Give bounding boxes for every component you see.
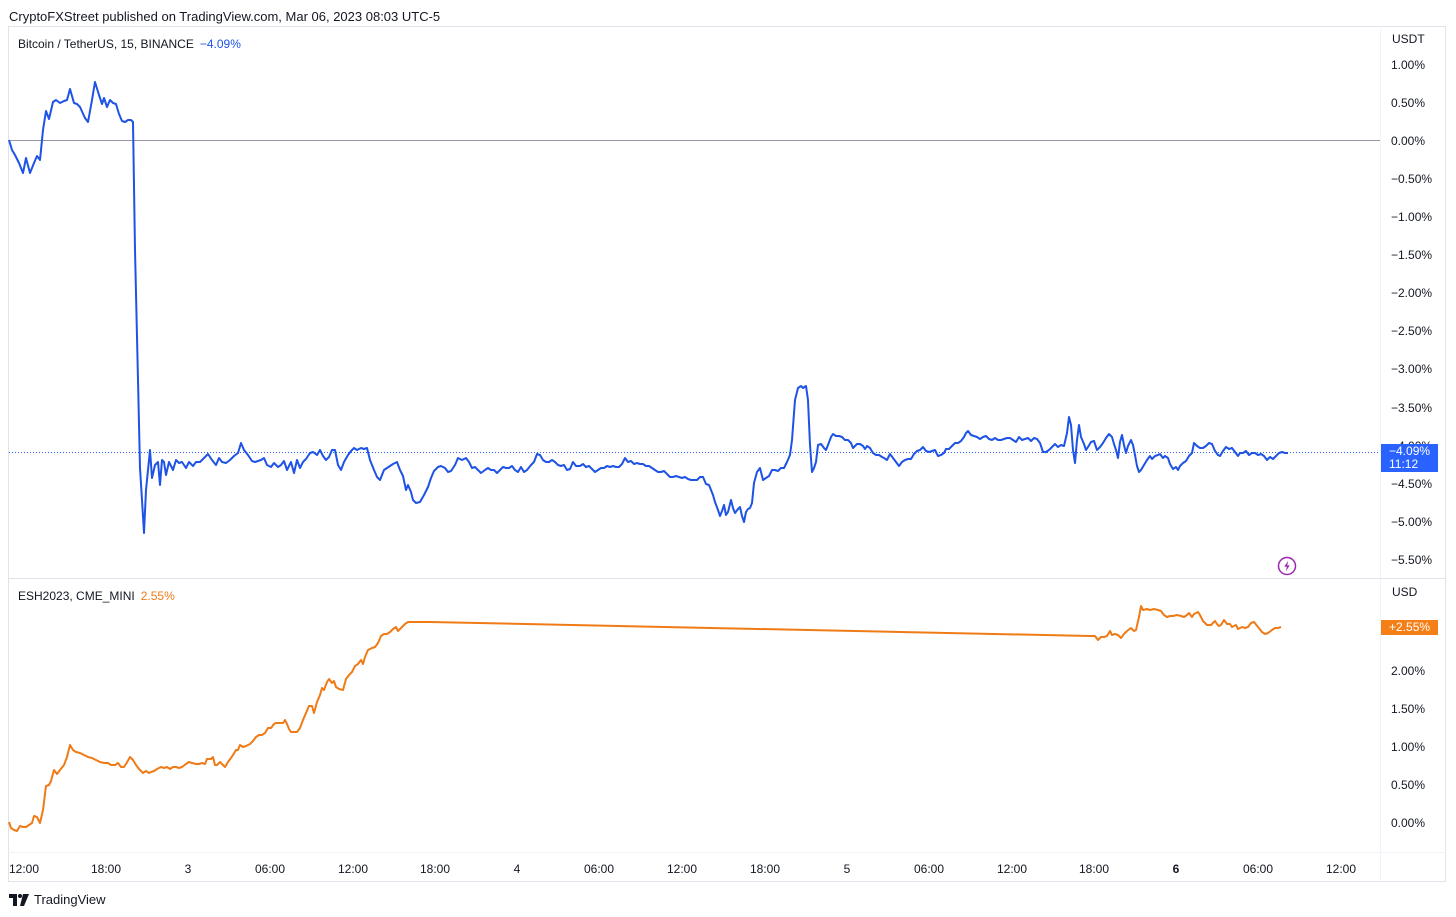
price-axis-divider (1380, 26, 1381, 882)
btc-last-value: −4.09% (1389, 444, 1431, 458)
x-tick: 12:00 (8, 862, 40, 876)
x-tick: 18:00 (1078, 862, 1110, 876)
chart-frame (8, 26, 1446, 882)
btc-series-line (8, 81, 1288, 534)
top-pane-legend[interactable]: Bitcoin / TetherUS, 15, BINANCE −4.09% (18, 37, 241, 51)
x-tick: 06:00 (583, 862, 615, 876)
y-tick: 0.50% (1391, 96, 1426, 110)
y-tick: 0.00% (1391, 134, 1426, 148)
top-axis-unit: USDT (1392, 32, 1425, 46)
y-tick: −0.50% (1391, 172, 1433, 186)
y-tick: 0.50% (1391, 778, 1426, 792)
x-tick: 18:00 (749, 862, 781, 876)
es-last-price-tag: +2.55% (1381, 620, 1438, 635)
btc-last-price-tag: −4.09% 11:12 (1381, 444, 1438, 472)
y-tick: −4.50% (1391, 477, 1433, 491)
y-tick: 2.00% (1391, 664, 1426, 678)
x-tick: 5 (843, 862, 851, 876)
time-axis-divider (8, 852, 1446, 853)
bottom-pane-legend[interactable]: ESH2023, CME_MINI 2.55% (18, 589, 175, 603)
y-tick: −2.00% (1391, 286, 1433, 300)
publisher-caption: CryptoFXStreet published on TradingView.… (9, 9, 441, 24)
tradingview-logo[interactable]: TradingView (9, 892, 106, 907)
es-series-line (8, 605, 1282, 832)
bar-countdown: 11:12 (1389, 457, 1419, 471)
top-change-value: −4.09% (199, 37, 241, 51)
x-tick: 18:00 (90, 862, 122, 876)
pane-divider[interactable] (8, 578, 1446, 579)
y-tick: 1.00% (1391, 58, 1426, 72)
y-tick: −3.00% (1391, 362, 1433, 376)
tradingview-logo-icon (9, 893, 29, 906)
x-tick: 18:00 (419, 862, 451, 876)
y-tick: −3.50% (1391, 401, 1433, 415)
x-tick: 06:00 (1242, 862, 1274, 876)
bottom-axis-unit: USD (1392, 585, 1418, 599)
y-tick: −1.50% (1391, 248, 1433, 262)
y-tick: −5.50% (1391, 553, 1433, 567)
y-tick: 0.00% (1391, 816, 1426, 830)
tradingview-brand: TradingView (34, 892, 106, 907)
top-symbol-label: Bitcoin / TetherUS, 15, BINANCE (18, 37, 194, 51)
x-tick: 06:00 (913, 862, 945, 876)
x-tick: 12:00 (996, 862, 1028, 876)
x-tick: 12:00 (666, 862, 698, 876)
x-tick: 3 (184, 862, 192, 876)
y-tick: −2.50% (1391, 324, 1433, 338)
lightning-event-icon[interactable] (1277, 556, 1297, 576)
y-tick: 1.00% (1391, 740, 1426, 754)
y-tick: 1.50% (1391, 702, 1426, 716)
x-tick: 4 (513, 862, 521, 876)
bottom-symbol-label: ESH2023, CME_MINI (18, 589, 135, 603)
x-tick: 12:00 (337, 862, 369, 876)
y-tick: −1.00% (1391, 210, 1433, 224)
x-tick: 06:00 (254, 862, 286, 876)
y-tick: −5.00% (1391, 515, 1433, 529)
es-last-value: +2.55% (1389, 620, 1431, 634)
x-tick: 12:00 (1325, 862, 1357, 876)
bottom-change-value: 2.55% (140, 589, 175, 603)
x-tick: 6 (1172, 862, 1180, 876)
